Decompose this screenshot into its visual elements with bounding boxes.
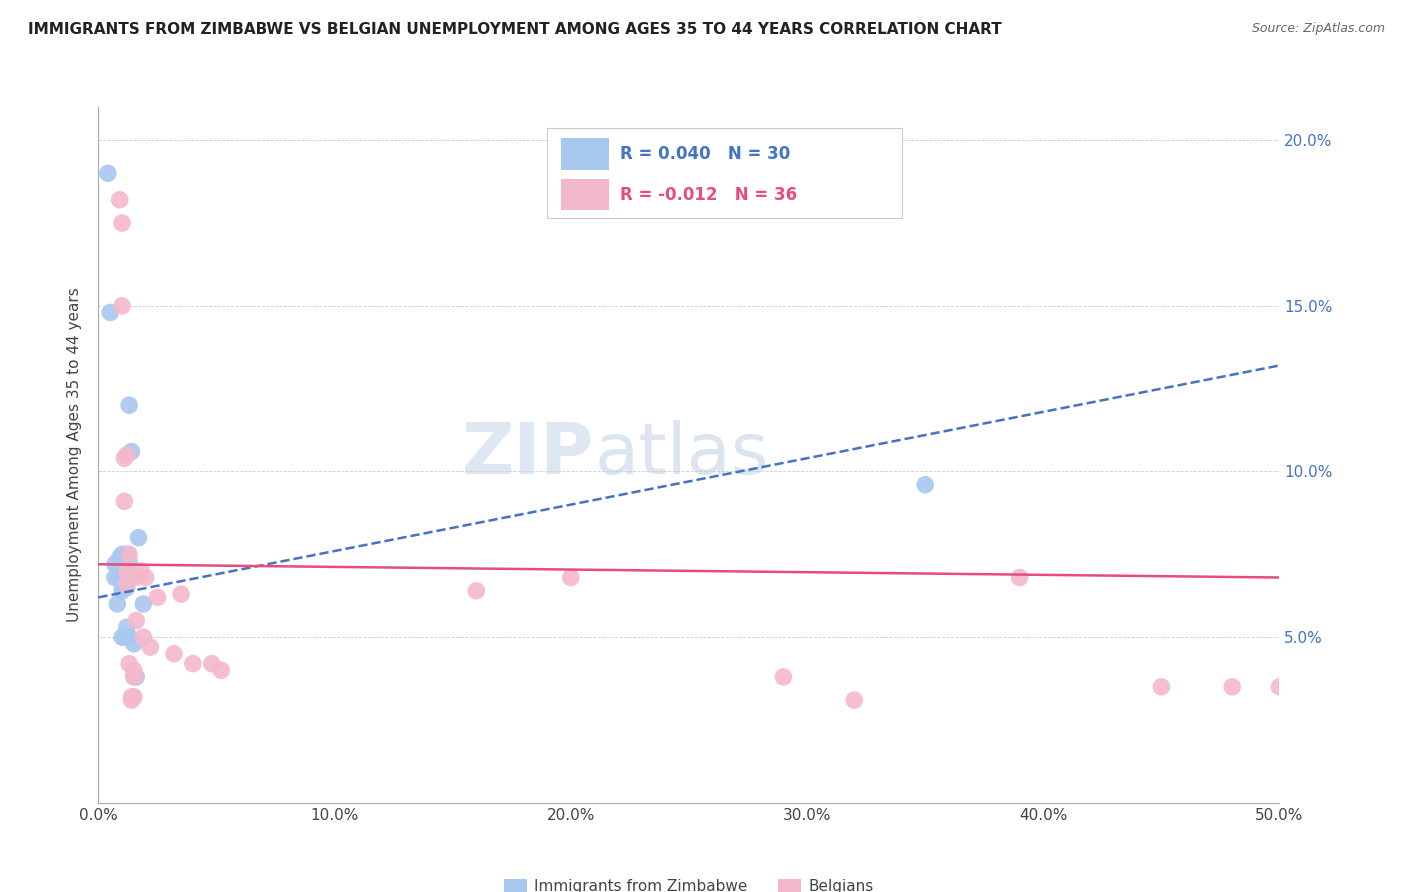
Text: R = 0.040   N = 30: R = 0.040 N = 30 (620, 145, 790, 163)
Point (111, 547, 134, 561)
Point (115, 620, 138, 634)
Point (115, 581, 138, 595)
Point (104, 558, 127, 572)
Point (111, 558, 134, 572)
Point (139, 640, 162, 654)
Text: ZIP: ZIP (463, 420, 595, 490)
Point (112, 494, 135, 508)
Point (181, 657, 204, 671)
Point (121, 444, 143, 458)
Point (98, 305, 121, 319)
Point (129, 564, 152, 578)
Point (914, 477, 936, 491)
Point (170, 587, 193, 601)
Point (1150, 680, 1173, 694)
Point (122, 670, 145, 684)
Y-axis label: Unemployment Among Ages 35 to 44 years: Unemployment Among Ages 35 to 44 years (67, 287, 83, 623)
Point (560, 570, 582, 584)
Point (115, 564, 138, 578)
Point (1268, 680, 1291, 694)
Point (118, 547, 141, 561)
Point (122, 663, 145, 677)
Point (209, 663, 232, 677)
Point (118, 570, 141, 584)
Point (125, 670, 148, 684)
Point (128, 531, 150, 545)
Point (121, 693, 143, 707)
Point (112, 554, 135, 568)
Point (1220, 680, 1243, 694)
Point (105, 597, 128, 611)
Text: Source: ZipAtlas.com: Source: ZipAtlas.com (1251, 22, 1385, 36)
Point (1008, 570, 1031, 584)
Point (163, 647, 186, 661)
Point (108, 193, 131, 207)
Text: atlas: atlas (595, 420, 769, 490)
Point (132, 597, 155, 611)
Point (146, 591, 169, 605)
Point (122, 637, 145, 651)
Point (122, 690, 145, 704)
Point (111, 216, 134, 230)
Point (97, 166, 120, 180)
Point (108, 550, 131, 565)
Point (844, 693, 866, 707)
Point (125, 614, 148, 628)
Point (201, 657, 224, 671)
Point (118, 554, 141, 568)
Point (772, 670, 794, 684)
Point (104, 570, 127, 584)
Point (108, 570, 131, 584)
Point (118, 630, 141, 644)
Point (112, 570, 135, 584)
Point (121, 690, 143, 704)
Point (112, 630, 135, 644)
Point (111, 583, 134, 598)
Point (111, 577, 134, 591)
Point (112, 451, 135, 466)
Point (115, 448, 138, 462)
Point (118, 398, 141, 412)
FancyBboxPatch shape (561, 138, 609, 169)
FancyBboxPatch shape (547, 128, 901, 219)
Point (125, 570, 148, 584)
Point (122, 670, 145, 684)
Text: IMMIGRANTS FROM ZIMBABWE VS BELGIAN UNEMPLOYMENT AMONG AGES 35 TO 44 YEARS CORRE: IMMIGRANTS FROM ZIMBABWE VS BELGIAN UNEM… (28, 22, 1002, 37)
Point (115, 547, 138, 561)
FancyBboxPatch shape (561, 178, 609, 210)
Point (115, 577, 138, 591)
Legend: Immigrants from Zimbabwe, Belgians: Immigrants from Zimbabwe, Belgians (498, 873, 880, 892)
Point (135, 570, 157, 584)
Point (108, 560, 131, 574)
Point (111, 299, 134, 313)
Text: R = -0.012   N = 36: R = -0.012 N = 36 (620, 186, 797, 203)
Point (118, 657, 141, 671)
Point (111, 630, 134, 644)
Point (115, 558, 138, 572)
Point (465, 583, 488, 598)
Point (132, 630, 155, 644)
